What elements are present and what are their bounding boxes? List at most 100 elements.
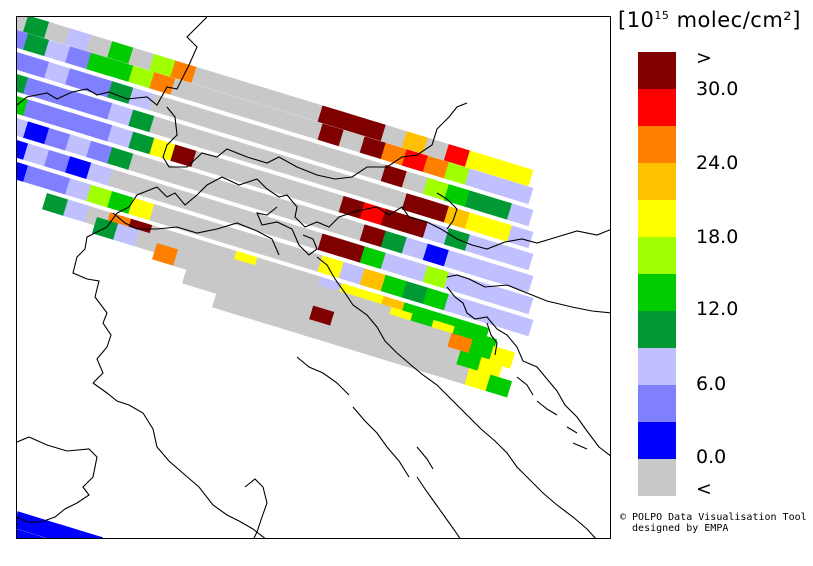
- swath-pixel: [317, 105, 345, 129]
- swath-pixel: [254, 214, 281, 238]
- swath-pixel: [254, 126, 281, 150]
- swath-pixel: [485, 156, 513, 180]
- swath-pixel: [17, 93, 29, 116]
- map-canvas[interactable]: [17, 17, 611, 539]
- swath-pixel: [275, 92, 303, 116]
- swath-pixel: [191, 84, 218, 108]
- legend-swatch: [638, 311, 676, 348]
- swath-pixel: [191, 128, 218, 152]
- swath-pixel: [107, 125, 134, 148]
- swath-pixel: [296, 227, 324, 250]
- swath-pixel: [191, 172, 218, 196]
- swath-pixel: [23, 165, 50, 189]
- swath-pixel: [254, 170, 281, 194]
- swath-pixel: [23, 77, 50, 101]
- swath-pixel: [113, 223, 140, 247]
- swath-pixel: [44, 149, 71, 173]
- swath-pixel: [506, 247, 534, 271]
- swath-pixel: [212, 291, 239, 314]
- swath-pixel: [338, 151, 366, 175]
- swath-pixel: [359, 118, 387, 142]
- swath-pixel: [422, 287, 450, 311]
- swath-pixel: [296, 316, 323, 340]
- swath-pixel: [44, 83, 71, 107]
- swath-pixel: [422, 199, 450, 223]
- swath-pixel: [17, 71, 29, 94]
- swath-pixel: [422, 137, 450, 161]
- swath-pixel: [107, 103, 134, 126]
- swath-pixel: [254, 236, 281, 260]
- swath-pixel: [338, 217, 366, 241]
- swath-pixel: [485, 174, 513, 198]
- swath-pixel: [149, 94, 176, 117]
- swath-pixel: [443, 162, 471, 185]
- swath-pixel: [76, 530, 103, 538]
- swath-pixel: [170, 122, 197, 146]
- swath-pixel: [380, 252, 408, 276]
- map-panel[interactable]: [16, 16, 611, 539]
- swath-pixel: [128, 65, 155, 89]
- swath-pixel: [17, 529, 40, 538]
- legend-tick-label: 24.0: [696, 152, 739, 174]
- swath-pixel: [296, 183, 324, 206]
- swath-pixel: [401, 259, 429, 283]
- swath-pixel: [63, 199, 90, 223]
- swath-pixel: [65, 178, 92, 202]
- swath-pixel: [422, 243, 450, 267]
- swath-pixel: [233, 163, 260, 187]
- swath-pixel: [443, 250, 471, 273]
- swath-pixel: [149, 54, 176, 77]
- swath-pixel: [65, 68, 92, 92]
- swath-pixel: [203, 273, 230, 297]
- swath-pixel: [506, 225, 534, 249]
- swath-pixel: [338, 329, 365, 353]
- swath-pixel: [506, 181, 534, 205]
- swath-row: [17, 137, 534, 315]
- swath-pixel: [275, 176, 303, 200]
- swath-pixel: [233, 229, 260, 253]
- swath-pixel: [338, 173, 366, 197]
- swath-pixel: [65, 90, 92, 114]
- swath-pixel: [464, 190, 492, 214]
- swath-pixel: [128, 197, 155, 221]
- swath-pixel: [464, 278, 492, 302]
- swath-pixel: [170, 188, 197, 212]
- swath-row: [17, 159, 534, 337]
- swath-row: [17, 523, 61, 538]
- swath-pixel: [485, 284, 513, 308]
- swath-pixel: [338, 111, 366, 135]
- swath-pixel: [23, 121, 50, 145]
- swath-pixel: [212, 73, 239, 97]
- swath-pixel: [380, 186, 408, 210]
- swath-pixel: [317, 255, 345, 279]
- swath-pixel: [17, 17, 29, 32]
- swath-pixel: [86, 52, 113, 76]
- swath-pixel: [254, 104, 281, 128]
- swath-pixel: [128, 131, 155, 155]
- swath-pixel: [86, 140, 113, 164]
- swath-pixel: [338, 129, 366, 153]
- legend-swatch: [638, 274, 676, 311]
- swath-pixel: [23, 17, 50, 39]
- swath-pixel: [86, 184, 113, 208]
- swath-pixel: [170, 144, 197, 168]
- swath-pixel: [359, 224, 387, 248]
- swath-pixel: [359, 136, 387, 160]
- credit-line-2: designed by EMPA: [620, 523, 729, 534]
- swath-row: [17, 49, 534, 227]
- swath-pixel: [275, 242, 303, 266]
- swath-pixel: [443, 184, 471, 207]
- swath-pixel: [23, 33, 50, 57]
- swath-pixel: [317, 123, 345, 147]
- swath-pixel: [401, 348, 428, 372]
- swath-pixel: [401, 237, 429, 261]
- swath-row: [17, 71, 534, 249]
- swath-pixel: [17, 511, 40, 535]
- swath-pixel: [317, 167, 345, 191]
- swath-pixel: [464, 234, 492, 258]
- legend-swatch: [638, 422, 676, 459]
- legend-title: [1015 molec/cm²]: [618, 8, 801, 32]
- swath-pixel: [317, 189, 345, 213]
- legend-swatch: [638, 237, 676, 274]
- swath-pixel: [464, 256, 492, 280]
